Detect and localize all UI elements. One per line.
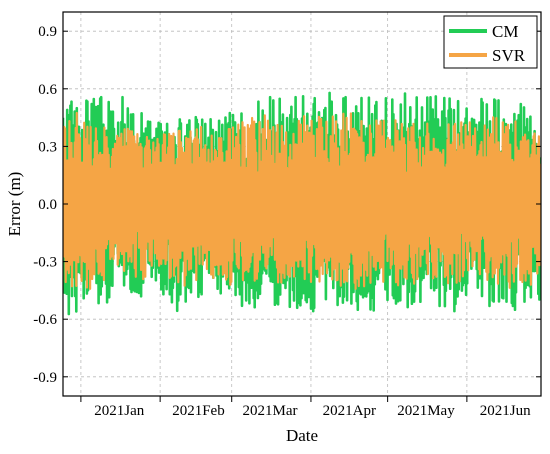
legend-box <box>443 15 538 69</box>
y-tick-label: 0.6 <box>38 82 57 98</box>
y-tick-label: 0.0 <box>38 197 57 213</box>
tick-labels: -0.9 -0.6 -0.3 0.0 0.3 0.6 0.9 2021Jan 2021Feb 20… <box>33 24 531 419</box>
legend-label-cm: CM <box>492 22 518 41</box>
x-tick-label: 2021Jun <box>480 403 531 419</box>
x-tick-label: 2021Mar <box>243 403 298 419</box>
y-tick-label: -0.6 <box>33 312 57 328</box>
y-axis-title: Error (m) <box>5 172 24 237</box>
legend: CM SVR <box>443 15 538 69</box>
x-tick-label: 2021May <box>397 403 455 419</box>
series-line-svr <box>63 111 541 290</box>
x-tick-label: 2021Jan <box>94 403 144 419</box>
x-tick-label: 2021Apr <box>323 403 376 419</box>
y-tick-label: -0.9 <box>33 370 57 386</box>
x-tick-label: 2021Feb <box>172 403 225 419</box>
y-tick-label: -0.3 <box>33 255 57 271</box>
series-layer <box>63 91 541 316</box>
y-tick-label: 0.3 <box>38 139 57 155</box>
y-tick-label: 0.9 <box>38 24 57 40</box>
legend-label-svr: SVR <box>492 46 526 65</box>
x-axis-title: Date <box>286 426 318 445</box>
